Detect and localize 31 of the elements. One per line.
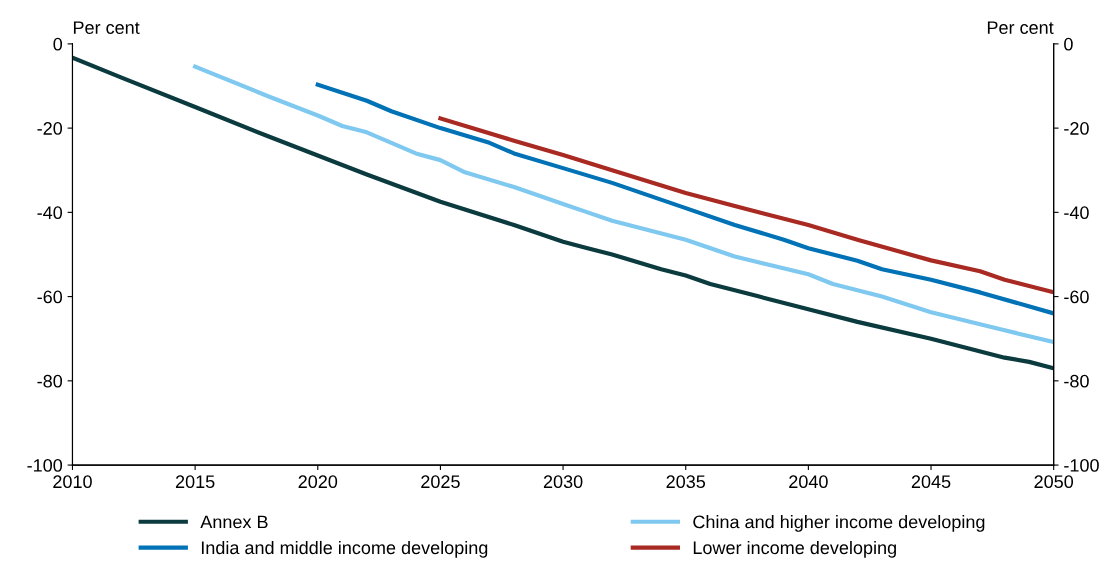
y2-tick-label: -80: [1064, 374, 1089, 388]
y-tick-label: -100: [27, 459, 63, 472]
y2-axis-title: Per cent: [987, 21, 1054, 34]
legend-label: India and middle income developing: [201, 540, 488, 558]
x-tick-label: 2035: [666, 475, 706, 489]
legend-label: Lower income developing: [693, 540, 896, 558]
y-tick-label: -40: [37, 206, 63, 220]
x-tick-label: 2050: [1034, 475, 1074, 489]
x-tick-label: 2010: [53, 475, 92, 489]
y2-tick-label: -100: [1064, 459, 1099, 472]
line-series: [72, 55, 1054, 371]
x-tick-label: 2040: [789, 475, 828, 489]
legend-label: Annex B: [200, 515, 268, 529]
line-series: [193, 64, 1054, 345]
x-tick-label: 2025: [421, 475, 460, 489]
x-tick-label: 2015: [175, 475, 215, 489]
y-tick-label: -80: [37, 374, 63, 388]
x-tick-label: 2020: [298, 475, 338, 489]
y-tick-label: -20: [37, 122, 63, 135]
y-tick-label: -60: [37, 290, 63, 304]
y2-tick-label: -60: [1064, 290, 1089, 304]
x-tick-label: 2030: [543, 475, 583, 489]
y-tick-label: 0: [53, 37, 63, 51]
y2-tick-label: -20: [1064, 122, 1089, 135]
line-series: [438, 116, 1054, 295]
x-tick-label: 2045: [911, 475, 951, 489]
y2-tick-label: -40: [1064, 206, 1089, 220]
y-axis-title: Per cent: [73, 21, 140, 34]
legend-label: China and higher income developing: [693, 515, 985, 532]
line-series: [315, 82, 1054, 316]
y2-tick-label: 0: [1064, 37, 1073, 51]
